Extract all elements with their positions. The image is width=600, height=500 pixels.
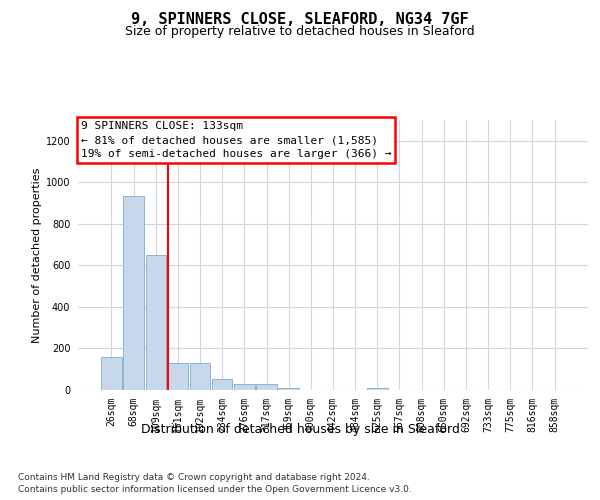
Bar [101, 357, 122, 390]
Text: 9, SPINNERS CLOSE, SLEAFORD, NG34 7GF: 9, SPINNERS CLOSE, SLEAFORD, NG34 7GF [131, 12, 469, 28]
Bar [146, 255, 166, 390]
Text: Distribution of detached houses by size in Sleaford: Distribution of detached houses by size … [140, 422, 460, 436]
Text: Size of property relative to detached houses in Sleaford: Size of property relative to detached ho… [125, 25, 475, 38]
Bar [367, 388, 388, 390]
Bar [256, 384, 277, 390]
Bar [124, 196, 144, 390]
Bar [212, 378, 232, 390]
Bar [278, 388, 299, 390]
Text: Contains HM Land Registry data © Crown copyright and database right 2024.: Contains HM Land Registry data © Crown c… [18, 472, 370, 482]
Bar [190, 363, 210, 390]
Bar [167, 363, 188, 390]
Text: 9 SPINNERS CLOSE: 133sqm
← 81% of detached houses are smaller (1,585)
19% of sem: 9 SPINNERS CLOSE: 133sqm ← 81% of detach… [80, 122, 391, 160]
Y-axis label: Number of detached properties: Number of detached properties [32, 168, 41, 342]
Bar [234, 384, 254, 390]
Text: Contains public sector information licensed under the Open Government Licence v3: Contains public sector information licen… [18, 485, 412, 494]
